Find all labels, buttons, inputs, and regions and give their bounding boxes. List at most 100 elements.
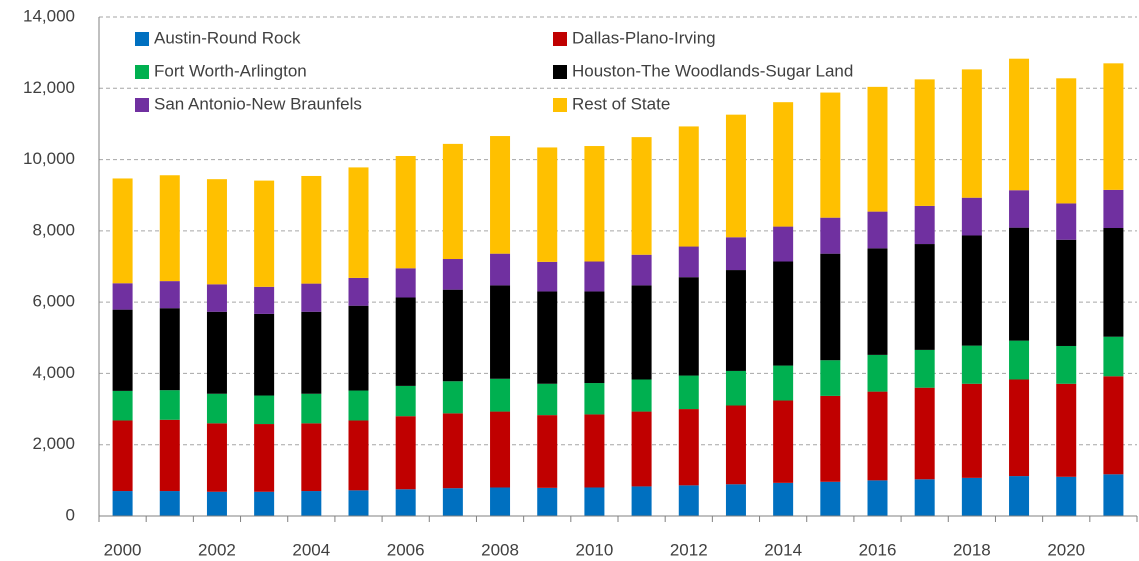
bar-segment (348, 490, 369, 516)
bar-segment (206, 393, 227, 424)
bar-segment (867, 480, 888, 516)
legend-swatch (135, 65, 149, 79)
y-tick-label: 10,000 (23, 149, 75, 168)
bar-segment (159, 390, 180, 420)
bar-segment (1056, 383, 1077, 477)
bar-segment (961, 477, 982, 516)
bar-segment (867, 211, 888, 249)
x-tick-label: 2004 (292, 540, 330, 559)
bar-segment (1009, 340, 1030, 380)
x-tick-label: 2020 (1047, 540, 1085, 559)
bar-segment (348, 305, 369, 391)
bar-segment (914, 79, 935, 206)
bar-segment (725, 237, 746, 271)
bar-segment (914, 349, 935, 388)
bar-segment (112, 420, 133, 492)
bar-segment (631, 137, 652, 255)
bar-segment (820, 360, 841, 396)
y-tick-label: 0 (66, 505, 75, 524)
bar-segment (159, 491, 180, 516)
bar-segment (442, 381, 463, 414)
y-tick-label: 12,000 (23, 78, 75, 97)
bar-segment (537, 147, 558, 262)
bar-segment (442, 488, 463, 516)
y-tick-label: 6,000 (32, 292, 75, 311)
legend-swatch (553, 98, 567, 112)
bar-segment (867, 248, 888, 355)
bar-segment (537, 291, 558, 384)
bar-segment (773, 400, 794, 483)
x-tick-label: 2008 (481, 540, 519, 559)
bar-segment (1056, 78, 1077, 204)
x-tick-label: 2014 (764, 540, 802, 559)
legend-swatch (553, 65, 567, 79)
bar-segment (584, 146, 605, 262)
bar-segment (395, 268, 416, 298)
bar-segment (584, 291, 605, 384)
bar-segment (395, 156, 416, 269)
bar-segment (1009, 476, 1030, 516)
bar-segment (678, 485, 699, 516)
bar-segment (442, 259, 463, 290)
bar-segment (961, 235, 982, 346)
bar-segment (301, 423, 322, 492)
bar-segment (678, 126, 699, 247)
legend-swatch (135, 32, 149, 46)
bar-segment (1103, 228, 1124, 337)
bar-segment (490, 136, 511, 254)
bar-segment (537, 415, 558, 488)
bar-segment (301, 283, 322, 312)
bar-segment (820, 217, 841, 254)
bar-segment (112, 491, 133, 516)
bar-segment (1056, 345, 1077, 384)
bar-segment (206, 311, 227, 394)
bar-segment (678, 375, 699, 410)
legend-swatch (135, 98, 149, 112)
bar-segment (254, 286, 275, 314)
y-tick-label: 2,000 (32, 434, 75, 453)
bar-segment (1056, 203, 1077, 240)
bar-segment (1056, 476, 1077, 516)
bar-segment (112, 309, 133, 391)
bar-segment (867, 354, 888, 392)
y-tick-label: 8,000 (32, 220, 75, 239)
legend-label: Dallas-Plano-Irving (572, 28, 716, 47)
bar-segment (1056, 239, 1077, 346)
bar-segment (254, 180, 275, 287)
bar-segment (820, 481, 841, 516)
bar-segment (301, 311, 322, 394)
bar-segment (1009, 379, 1030, 477)
bar-segment (961, 197, 982, 236)
bar-segment (442, 143, 463, 260)
bar-segment (678, 277, 699, 376)
bar-segment (301, 393, 322, 424)
legend-label: Fort Worth-Arlington (154, 61, 307, 80)
legend-label: Austin-Round Rock (154, 28, 301, 47)
bar-segment (725, 405, 746, 485)
bar-segment (490, 411, 511, 488)
bar-segment (1103, 474, 1124, 516)
bar-segment (159, 175, 180, 282)
bar-segment (254, 424, 275, 492)
bar-segment (254, 491, 275, 516)
bar-segment (961, 69, 982, 198)
bar-segment (631, 379, 652, 412)
bar-segment (631, 285, 652, 380)
bar-segment (537, 383, 558, 416)
bar-segment (159, 308, 180, 391)
bar-segment (820, 395, 841, 482)
bar-segment (867, 391, 888, 481)
bar-segment (206, 179, 227, 285)
bar-segment (1103, 376, 1124, 475)
bar-segment (1103, 336, 1124, 377)
bar-segment (490, 487, 511, 516)
bar-segment (820, 92, 841, 218)
bar-segment (301, 175, 322, 284)
bar-segment (395, 416, 416, 490)
legend-label: San Antonio-New Braunfels (154, 94, 362, 113)
bar-segment (206, 491, 227, 516)
bar-segment (961, 345, 982, 384)
y-tick-label: 4,000 (32, 363, 75, 382)
bar-segment (348, 420, 369, 491)
bar-segment (442, 413, 463, 489)
